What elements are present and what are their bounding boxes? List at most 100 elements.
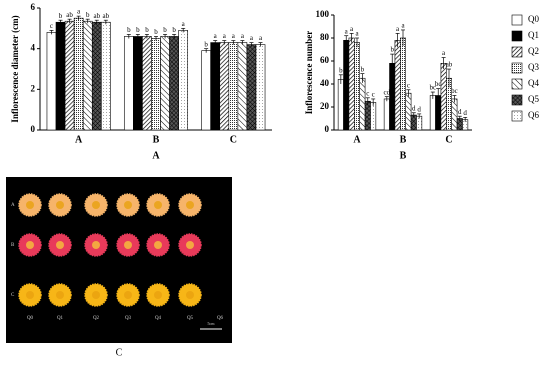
significance-letter: b: [163, 26, 167, 34]
bar: [101, 21, 111, 131]
flower-center: [186, 291, 194, 299]
photo-column-label: Q4: [155, 316, 162, 321]
significance-letter: b: [361, 65, 365, 73]
bar: [55, 21, 66, 131]
significance-letter: a: [182, 20, 186, 28]
significance-letter: a: [350, 25, 354, 33]
photo-column-label: Q2: [93, 316, 100, 321]
x-tick-label: C: [230, 134, 237, 145]
bar: [370, 102, 377, 131]
bar: [337, 79, 344, 131]
bar: [364, 100, 371, 131]
x-tick-label: A: [353, 134, 361, 145]
bar: [160, 36, 170, 131]
significance-letter: b: [339, 66, 343, 74]
flower-center: [92, 241, 100, 249]
bar: [91, 21, 102, 131]
legend-label: Q5: [528, 94, 539, 104]
significance-letter: b: [136, 26, 140, 34]
bar: [343, 39, 350, 131]
bar: [219, 42, 230, 131]
photo-column-label: Q5: [187, 316, 194, 321]
significance-letter: d: [463, 109, 467, 117]
panel-caption: A: [152, 150, 160, 161]
photo-row-label: C: [11, 293, 15, 298]
significance-letter: c: [366, 89, 369, 97]
y-tick-label: 2: [31, 83, 36, 93]
significance-letter: b: [390, 46, 394, 54]
legend-swatch: [511, 94, 523, 106]
bar: [383, 98, 390, 131]
legend-swatch: [511, 78, 523, 90]
y-tick-label: 4: [31, 43, 36, 53]
legend-swatch: [511, 110, 523, 122]
bar: [151, 38, 161, 131]
bar: [348, 37, 355, 131]
bar: [246, 44, 257, 131]
y-tick-label: 60: [320, 55, 330, 65]
flower-center: [124, 241, 132, 249]
legend-label: Q2: [528, 46, 539, 56]
flower-center: [26, 291, 34, 299]
legend-label: Q3: [528, 62, 539, 72]
significance-letter: b: [145, 26, 149, 34]
bar: [210, 42, 221, 131]
significance-letter: d: [417, 106, 421, 114]
x-tick-label: C: [445, 134, 452, 145]
photo-column-label: Q3: [125, 316, 132, 321]
bar: [354, 42, 360, 131]
significance-letter: b: [86, 11, 90, 19]
bar: [400, 37, 406, 131]
bar: [389, 62, 396, 131]
flower-center: [124, 201, 132, 209]
significance-letter: b: [172, 26, 176, 34]
y-tick-label: 0: [325, 124, 330, 134]
flower-center: [154, 241, 162, 249]
bar: [169, 36, 179, 131]
significance-letter: cd: [384, 88, 391, 96]
significance-letter: bc: [435, 80, 442, 88]
bar: [46, 32, 57, 131]
legend-label: Q4: [528, 78, 539, 88]
legend-swatch: [511, 46, 523, 58]
y-axis-label: Inflorescence diameter (cm): [10, 15, 20, 122]
flower-center: [56, 241, 64, 249]
bar: [123, 36, 134, 131]
significance-letter: c: [407, 81, 410, 89]
bar: [440, 62, 447, 131]
photo-column-label: Q1: [57, 316, 64, 321]
significance-letter: ab: [93, 12, 100, 20]
y-axis-label: Inflorescence number: [304, 31, 314, 115]
significance-letter: d: [458, 108, 462, 116]
panel-caption: B: [400, 150, 407, 161]
flower-center: [124, 291, 132, 299]
significance-letter: b: [154, 28, 158, 36]
significance-letter: a: [250, 34, 254, 42]
significance-letter: c: [372, 91, 375, 99]
legend-swatch: [511, 14, 523, 26]
significance-letter: ab: [446, 61, 453, 69]
photo-column-label: Q0: [27, 316, 34, 321]
significance-letter: b: [127, 26, 131, 34]
significance-letter: a: [259, 34, 263, 42]
significance-letter: b: [59, 12, 63, 20]
y-tick-label: 100: [316, 9, 330, 19]
x-tick-label: B: [153, 134, 160, 145]
x-tick-label: B: [400, 134, 407, 145]
bar: [359, 77, 366, 131]
significance-letter: a: [442, 49, 446, 57]
significance-letter: a: [401, 22, 405, 30]
significance-letter: a: [396, 25, 400, 33]
flower-center: [154, 291, 162, 299]
flower-center: [154, 201, 162, 209]
bar: [255, 44, 266, 131]
significance-letter: a: [241, 32, 245, 40]
flower-center: [56, 291, 64, 299]
bar: [237, 42, 248, 131]
legend-swatch: [511, 30, 523, 42]
significance-letter: a: [214, 32, 218, 40]
x-tick-label: A: [75, 134, 83, 145]
legend-swatch: [511, 62, 523, 74]
significance-letter: bc: [430, 84, 437, 92]
